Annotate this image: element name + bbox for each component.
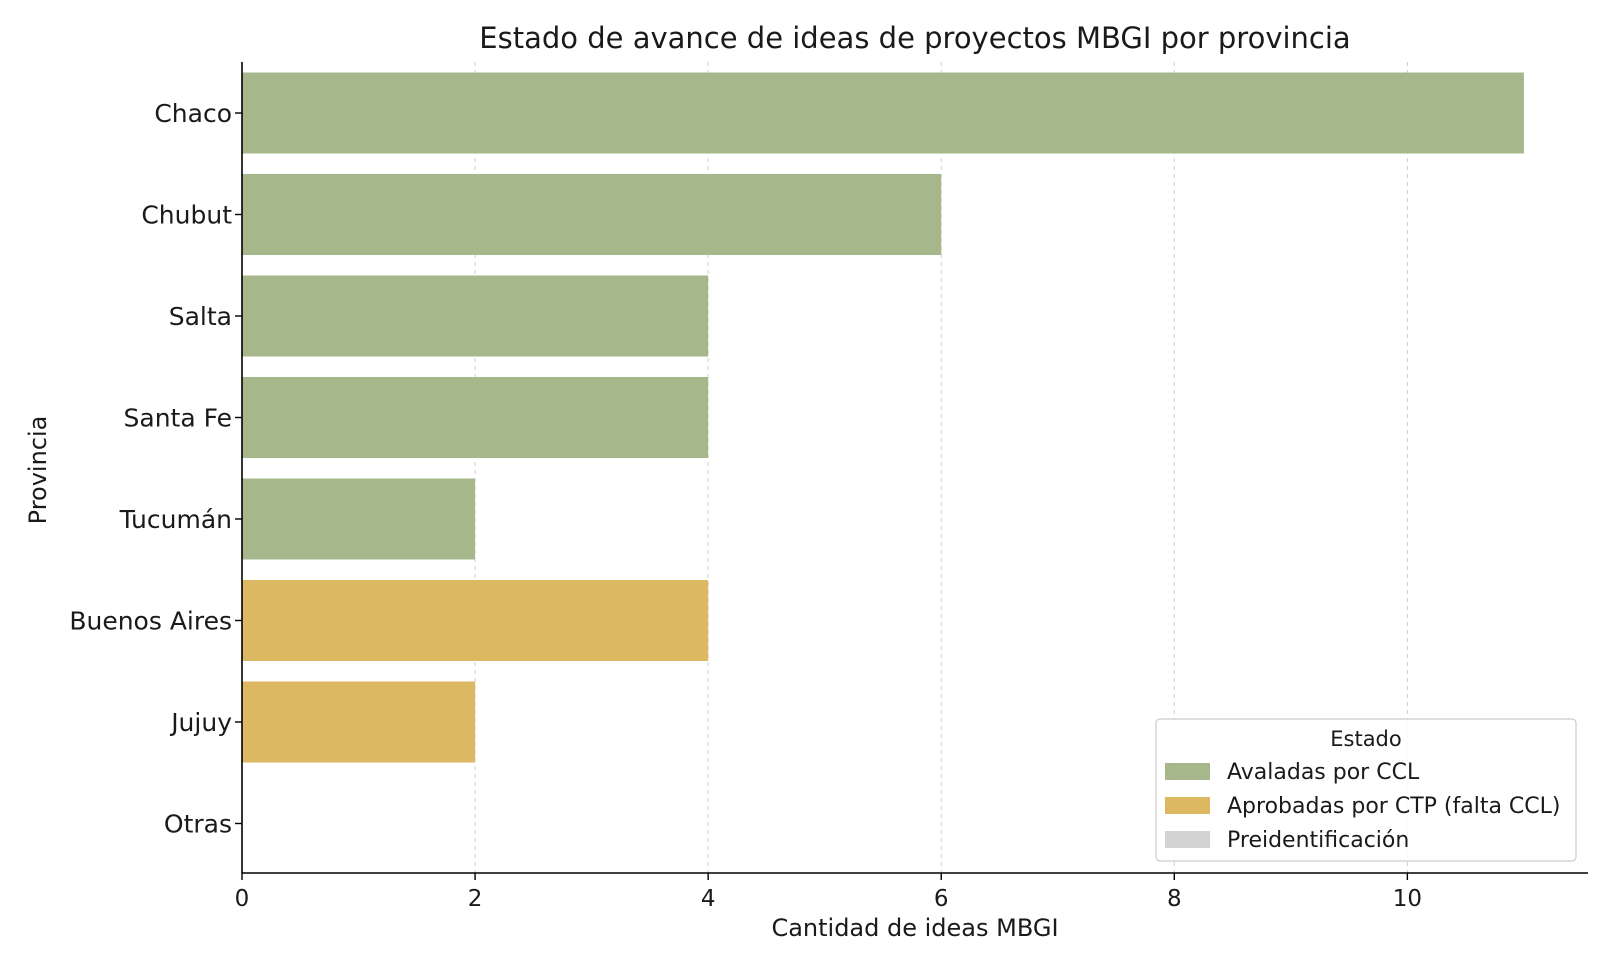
- bars: [242, 72, 1524, 763]
- legend-frame: [1155, 718, 1577, 862]
- y-tick-label: Otras: [164, 810, 232, 839]
- y-tick-label: Jujuy: [169, 708, 232, 737]
- x-tick-label: 6: [934, 886, 949, 912]
- legend-title: Estado: [1330, 727, 1402, 751]
- y-axis-label: Provincia: [24, 416, 52, 525]
- x-axis-label: Cantidad de ideas MBGI: [771, 914, 1058, 942]
- x-tick-label: 4: [701, 886, 716, 912]
- ticks: 0 2 4 6 8 10 Chaco Chubut Salta Santa Fe Tucumán Bu…: [69, 99, 1422, 912]
- bar: [242, 174, 942, 255]
- legend-swatch: [1165, 797, 1210, 814]
- axes: [241, 62, 1588, 874]
- y-tick-label: Salta: [169, 302, 232, 331]
- chart-title: Estado de avance de ideas de proyectos M…: [479, 21, 1350, 55]
- legend-swatch: [1165, 831, 1210, 848]
- legend-items: Avaladas por CCL Aprobadas por CTP (falta…: [1165, 760, 1561, 853]
- legend-label: Avaladas por CCL: [1227, 760, 1420, 785]
- legend: Estado Avaladas por CCL Aprobadas por CTP…: [1155, 718, 1577, 862]
- bar: [242, 580, 709, 661]
- bar: [242, 478, 476, 560]
- x-tick-label: 2: [468, 886, 483, 912]
- y-tick-label: Buenos Aires: [69, 607, 232, 636]
- bar: [242, 377, 709, 458]
- legend-label: Preidentificación: [1227, 828, 1409, 853]
- bar: [242, 275, 709, 357]
- y-tick-label: Chaco: [154, 99, 232, 128]
- x-tick-label: 8: [1167, 886, 1182, 912]
- y-tick-label: Tucumán: [119, 505, 232, 534]
- bar: [242, 72, 1524, 154]
- y-tick-label: Santa Fe: [124, 404, 233, 433]
- y-tick-label: Chubut: [141, 201, 232, 230]
- bar: [242, 681, 476, 763]
- legend-swatch: [1165, 763, 1210, 780]
- x-tick-label: 10: [1393, 886, 1422, 912]
- legend-label: Aprobadas por CTP (falta CCL): [1227, 794, 1561, 819]
- x-tick-label: 0: [235, 886, 250, 912]
